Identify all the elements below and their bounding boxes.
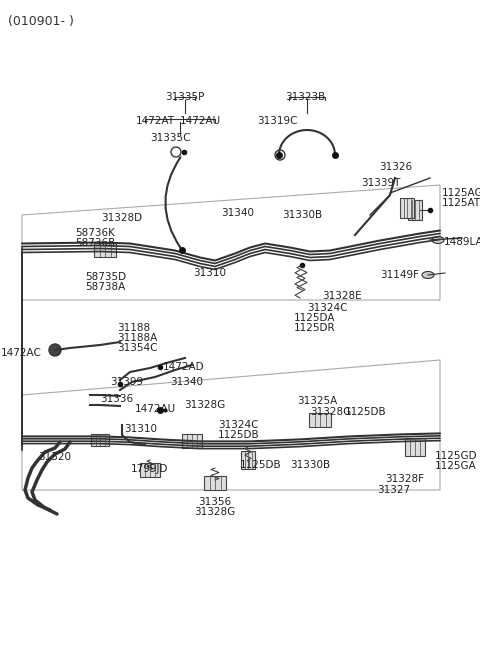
Text: 31323B: 31323B: [285, 92, 325, 102]
Text: 1125DB: 1125DB: [240, 460, 282, 470]
Text: 31328F: 31328F: [385, 474, 424, 484]
Text: 1489LA: 1489LA: [444, 237, 480, 247]
Text: 58736B: 58736B: [75, 238, 115, 248]
Text: 31310: 31310: [193, 268, 227, 278]
Text: 1125DB: 1125DB: [345, 407, 386, 417]
Text: 1472AU: 1472AU: [135, 404, 176, 414]
Text: 1125DR: 1125DR: [294, 323, 336, 333]
Bar: [309, 413, 331, 427]
Bar: [408, 200, 422, 220]
Bar: [405, 438, 425, 456]
Bar: [241, 451, 255, 469]
Text: 31330B: 31330B: [282, 210, 322, 220]
Text: 31339T: 31339T: [361, 178, 401, 188]
Text: 1472AT: 1472AT: [135, 116, 175, 126]
Bar: [204, 476, 226, 490]
Text: 1472AD: 1472AD: [163, 362, 204, 372]
Text: 31328G: 31328G: [194, 507, 236, 517]
Text: 31328G: 31328G: [310, 407, 351, 417]
Text: 1125GA: 1125GA: [435, 461, 477, 471]
Text: 58738A: 58738A: [85, 282, 125, 292]
Text: 31324C: 31324C: [218, 420, 259, 430]
Text: 31399: 31399: [110, 377, 143, 387]
Text: 31328E: 31328E: [322, 291, 361, 301]
Text: 31354C: 31354C: [117, 343, 157, 353]
Text: 31328G: 31328G: [184, 400, 225, 410]
Text: 58735D: 58735D: [85, 272, 126, 282]
Text: 1472AC: 1472AC: [1, 348, 42, 358]
Text: 31327: 31327: [377, 485, 410, 495]
Text: 31319C: 31319C: [257, 116, 297, 126]
Bar: [400, 198, 414, 218]
Ellipse shape: [432, 236, 444, 244]
Text: 1472AU: 1472AU: [180, 116, 221, 126]
Text: 31188A: 31188A: [117, 333, 157, 343]
Text: 31330B: 31330B: [290, 460, 330, 470]
Bar: [140, 463, 160, 477]
Text: 31340: 31340: [170, 377, 203, 387]
Text: 1125DA: 1125DA: [294, 313, 336, 323]
Text: 31325A: 31325A: [297, 396, 337, 406]
Text: 31328D: 31328D: [101, 213, 143, 223]
Text: 31336: 31336: [100, 394, 133, 404]
Text: 31335C: 31335C: [150, 133, 190, 143]
Text: (010901- ): (010901- ): [8, 15, 74, 28]
Text: 1125DB: 1125DB: [218, 430, 260, 440]
Text: 58736K: 58736K: [75, 228, 115, 238]
Text: 31326: 31326: [379, 162, 413, 172]
Ellipse shape: [422, 272, 434, 278]
Text: 1125GD: 1125GD: [435, 451, 478, 461]
Text: 31320: 31320: [38, 452, 72, 462]
Text: 31149F: 31149F: [381, 270, 420, 280]
Bar: [91, 434, 109, 446]
Text: 31335P: 31335P: [165, 92, 204, 102]
Bar: [94, 243, 116, 257]
Text: 31310: 31310: [124, 424, 157, 434]
Text: 31340: 31340: [221, 208, 254, 218]
Text: 31356: 31356: [198, 497, 231, 507]
Bar: [182, 434, 202, 448]
Text: 1125AG: 1125AG: [442, 188, 480, 198]
Text: 31324C: 31324C: [307, 303, 348, 313]
Text: 31188: 31188: [117, 323, 150, 333]
Text: 1125AT: 1125AT: [442, 198, 480, 208]
Circle shape: [49, 344, 61, 356]
Text: 1799JD: 1799JD: [131, 464, 168, 474]
